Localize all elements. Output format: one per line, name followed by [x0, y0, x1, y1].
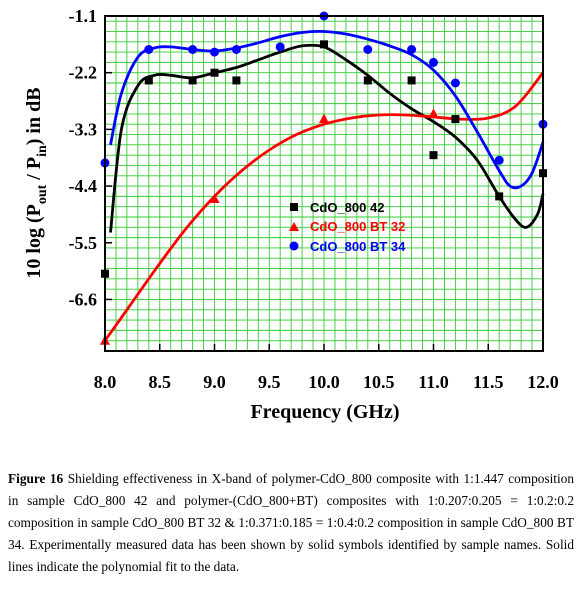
caption-label: Figure 16 [8, 471, 64, 486]
x-tick-label: 11.0 [418, 372, 449, 392]
data-point-series-0 [320, 40, 328, 49]
y-tick-label: -5.5 [69, 233, 98, 253]
legend-label-cdo-800-bt-34: CdO_800 BT 34 [310, 239, 406, 254]
y-tick-label: -1.1 [69, 6, 98, 26]
data-point-series-2 [494, 155, 504, 165]
data-point-series-0 [407, 76, 416, 85]
data-point-series-2 [407, 45, 417, 54]
legend-marker-cdo-800-bt-32 [289, 222, 299, 231]
data-point-series-0 [144, 76, 153, 85]
legend-marker-cdo-800-bt-34 [289, 241, 299, 251]
x-tick-label: 9.5 [258, 372, 281, 392]
x-tick-label: 8.0 [94, 372, 117, 392]
data-point-series-2 [275, 42, 285, 52]
data-point-series-0 [363, 76, 372, 85]
x-tick-label: 10.0 [308, 372, 340, 392]
data-point-series-0 [495, 192, 504, 201]
data-point-series-2 [363, 45, 373, 54]
y-axis-title: 10 log (Pout / Pin) in dB [23, 87, 50, 278]
data-point-series-0 [429, 151, 438, 160]
y-tick-label: -6.6 [69, 289, 98, 309]
legend: CdO_800 42 CdO_800 BT 32 CdO_800 BT 34 [289, 200, 406, 254]
data-point-series-2 [210, 47, 219, 57]
y-axis-ticks: -1.1 -2.2 -3.3 -4.4 -5.5 -6.6 [69, 6, 112, 309]
x-tick-label: 8.5 [149, 372, 172, 392]
data-point-series-2 [144, 45, 154, 54]
legend-label-cdo-800-42: CdO_800 42 [310, 200, 384, 215]
fit-line-series-2 [109, 30, 545, 190]
y-tick-label: -2.2 [69, 63, 98, 83]
data-point-series-0 [210, 68, 219, 77]
legend-marker-cdo-800-42 [290, 203, 298, 211]
y-tick-label: -3.3 [69, 119, 98, 139]
caption-text: Shielding effectiveness in X-band of pol… [8, 471, 574, 574]
x-tick-label: 10.5 [363, 372, 395, 392]
data-point-series-0 [232, 76, 241, 85]
data-point-series-1 [209, 193, 220, 203]
data-point-series-0 [188, 76, 197, 85]
chart: 8.0 8.5 9.0 9.5 10.0 10.5 11.0 11.5 12.0 -1.1 -2.… [23, 6, 559, 423]
grid [105, 16, 543, 351]
data-point-series-0 [451, 115, 460, 124]
x-tick-label: 12.0 [527, 372, 559, 392]
data-point-series-2 [188, 45, 198, 54]
y-tick-label: -4.4 [69, 176, 98, 196]
x-tick-label: 11.5 [473, 372, 504, 392]
data-point-series-2 [231, 45, 241, 54]
x-tick-label: 9.0 [203, 372, 226, 392]
legend-label-cdo-800-bt-32: CdO_800 BT 32 [310, 219, 405, 234]
x-axis-ticks: 8.0 8.5 9.0 9.5 10.0 10.5 11.0 11.5 12.0 [94, 344, 559, 392]
data-point-series-1 [319, 113, 329, 124]
data-point-series-2 [429, 57, 438, 67]
x-axis-title: Frequency (GHz) [250, 401, 399, 423]
data-point-series-1 [428, 108, 439, 118]
data-point-series-2 [450, 78, 460, 88]
figure-caption: Figure 16 Shielding effectiveness in X-b… [8, 468, 574, 578]
